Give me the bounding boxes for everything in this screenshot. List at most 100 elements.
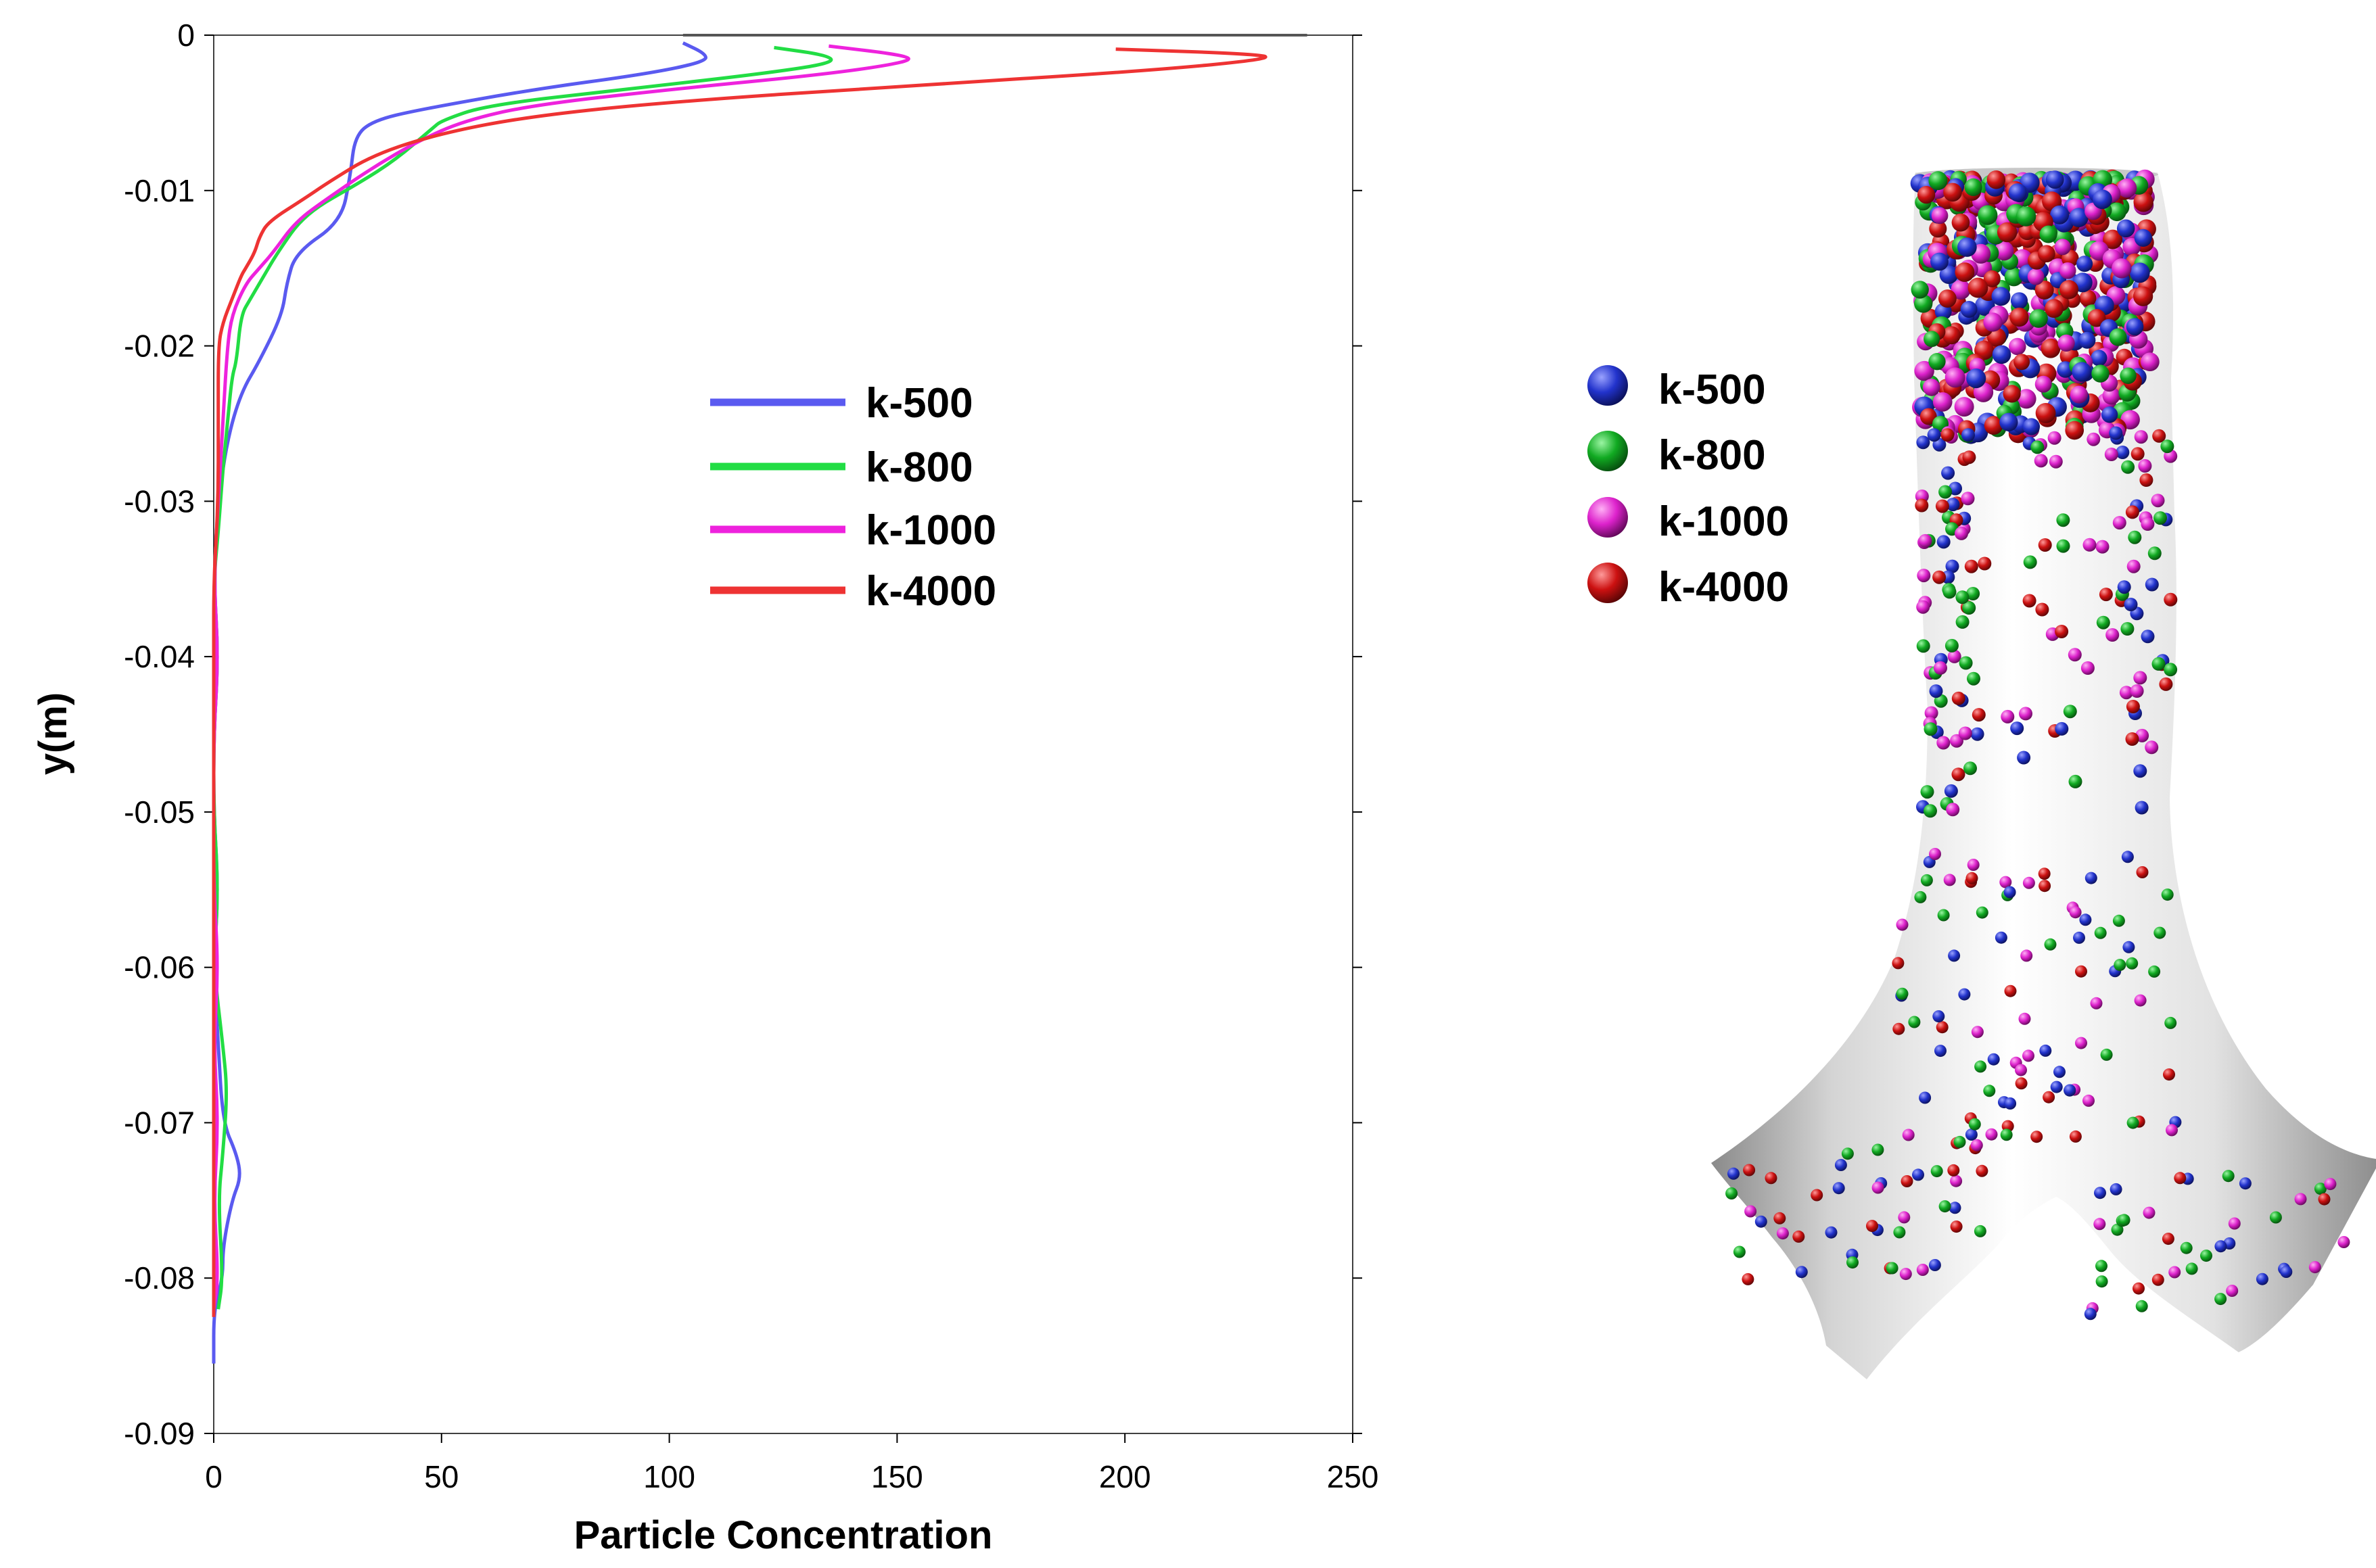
particle (1978, 205, 1998, 225)
particle (2134, 229, 2152, 247)
particle (2050, 205, 2070, 224)
particle (1918, 533, 1932, 548)
particle (1924, 706, 1938, 720)
particle (1727, 1167, 1740, 1180)
particle (2126, 559, 2141, 573)
particle (2180, 1241, 2193, 1254)
particle (1974, 1225, 1986, 1237)
particle (1927, 428, 1941, 442)
particle (1825, 1226, 1838, 1239)
particle (2053, 1066, 2066, 1078)
particle (1892, 1022, 1905, 1035)
particle (2020, 949, 2033, 962)
particle (2069, 1130, 2082, 1143)
concentration-chart: 0 -0.01 -0.02 -0.03 -0.04 -0.05 -0.06 -0.07 -0.0… (31, 18, 1378, 1557)
particle (2079, 913, 2092, 926)
particle (2004, 267, 2024, 287)
y-tick-label: -0.07 (124, 1105, 195, 1140)
particle (2004, 984, 2017, 997)
particle (2151, 657, 2166, 671)
particle (1914, 360, 1934, 381)
particle (2125, 732, 2139, 746)
particle (1944, 638, 1959, 652)
particle (2152, 429, 2166, 443)
particle (2010, 292, 2028, 310)
particle (2022, 594, 2036, 608)
particle (2004, 1097, 2017, 1110)
particle (1893, 1226, 1906, 1239)
particle (2166, 1124, 2178, 1137)
particle (2018, 1012, 2031, 1025)
particle (2034, 375, 2052, 393)
particle (2094, 926, 2107, 939)
particle (2125, 505, 2139, 519)
particle (1917, 185, 1936, 204)
particle (1942, 326, 1961, 345)
particle (1992, 345, 2011, 364)
particle (2214, 1293, 2227, 1306)
particle (2109, 426, 2123, 440)
particle (1999, 876, 2012, 888)
particle (2070, 385, 2089, 404)
particle (1920, 785, 1934, 799)
particle (1983, 270, 2001, 287)
particle (2001, 709, 2015, 723)
particle (1960, 301, 1978, 318)
particle (1935, 499, 1949, 513)
particle (2082, 538, 2097, 552)
particle (2228, 1217, 2241, 1230)
legend-marker-k-800 (1587, 431, 1628, 471)
airway-particle-figure: k-500 k-800 k-1000 k-4000 (1587, 168, 2376, 1379)
x-tick-label: 100 (643, 1459, 695, 1494)
particle (1997, 222, 2018, 243)
particle (1930, 252, 1949, 271)
particle-legend-label-k-500: k-500 (1658, 366, 1766, 413)
particle (2200, 1250, 2212, 1262)
particle (2147, 546, 2162, 561)
particle (2280, 1266, 2293, 1278)
particle (2044, 938, 2057, 951)
particle (2022, 876, 2035, 889)
particle (2027, 268, 2045, 285)
particle (1963, 761, 1977, 776)
legend-label-k-500: k-500 (866, 380, 973, 427)
particle (1967, 277, 1988, 298)
particle-legend-label-k-800: k-800 (1658, 432, 1766, 479)
particle (2091, 364, 2110, 383)
particle (2126, 957, 2139, 970)
particle (2039, 1044, 2052, 1057)
particle (2168, 1266, 2181, 1279)
particle (2056, 513, 2070, 527)
x-tick-label: 0 (205, 1459, 223, 1494)
particle (2269, 1211, 2282, 1224)
particle (2104, 448, 2118, 461)
particle (1931, 207, 1949, 224)
particle (1944, 367, 1965, 388)
particle (1916, 1264, 1929, 1276)
particle (2043, 1091, 2055, 1103)
particle (2063, 705, 2077, 719)
particle (1951, 279, 1971, 300)
particle (2112, 516, 2126, 530)
particle (1743, 1164, 1756, 1177)
particle (1937, 909, 1950, 922)
particle (1994, 241, 2014, 261)
legend-marker-k-500 (1587, 365, 1628, 406)
particle (2121, 460, 2135, 474)
particle (1967, 859, 1980, 871)
series-line-k-800 (212, 45, 833, 1310)
particle (1871, 1181, 1884, 1194)
particle (2141, 517, 2155, 531)
particle (2093, 1218, 2106, 1231)
particle (1986, 327, 2007, 347)
particle (1955, 262, 1975, 282)
particle (2029, 309, 2048, 328)
particle (1928, 171, 1948, 191)
particle (2035, 402, 2056, 423)
particle (2038, 868, 2051, 880)
x-tick-label: 250 (1327, 1459, 1379, 1494)
particle (2105, 628, 2120, 642)
particle (1936, 736, 1951, 750)
particle (1919, 1091, 1932, 1104)
particle (2068, 648, 2082, 662)
